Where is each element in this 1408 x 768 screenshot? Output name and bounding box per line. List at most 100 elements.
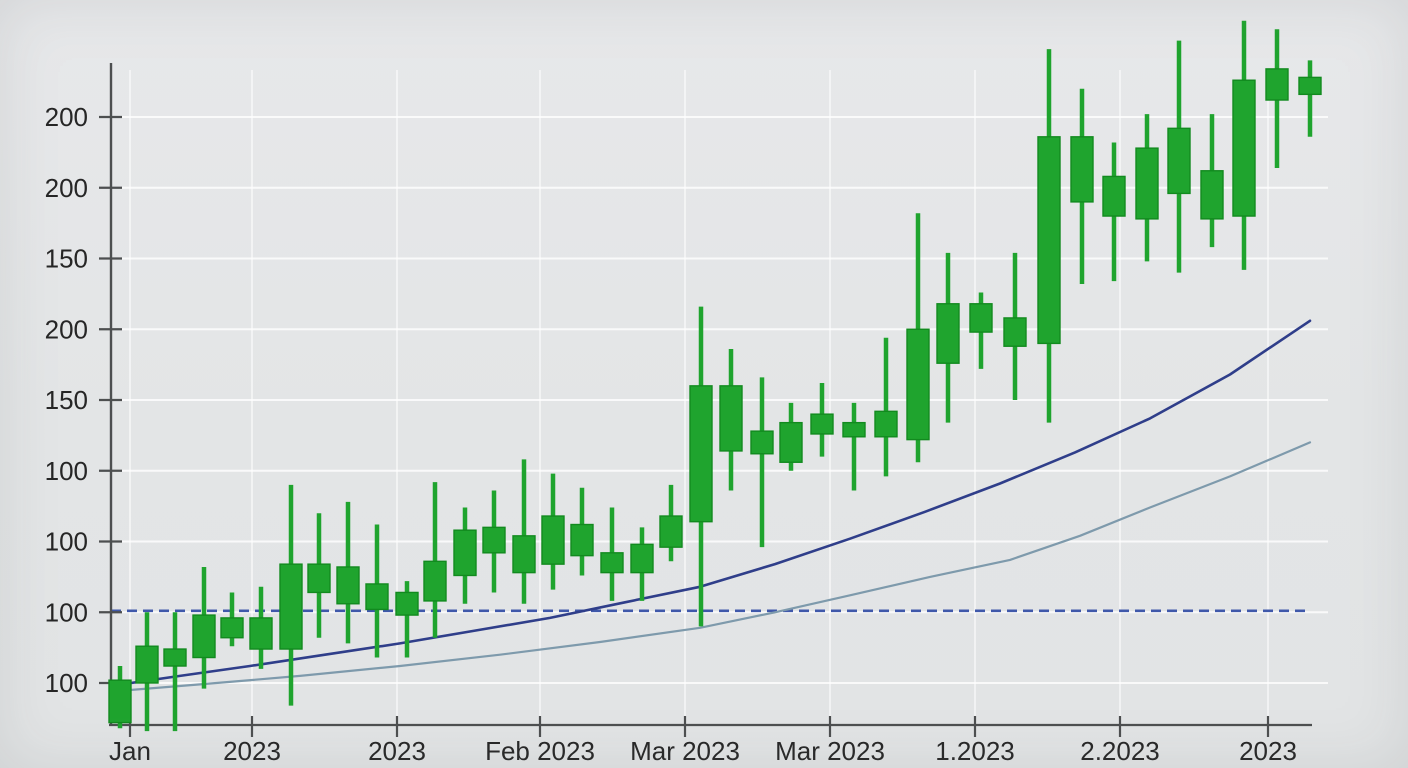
- candle-body: [1070, 136, 1094, 203]
- candle: [453, 507, 477, 604]
- candle: [659, 484, 683, 562]
- axis-labels: 200 200 150 200 150 100 100 100 100 Jan 2023 2023 Fe…: [45, 102, 1297, 766]
- candle-body: [1037, 136, 1061, 345]
- candle-body: [512, 535, 536, 574]
- candle: [719, 349, 743, 491]
- candle-body: [365, 583, 389, 611]
- candle-body: [1167, 127, 1191, 195]
- x-tick-label: Mar 2023: [775, 736, 885, 766]
- candle-body: [1003, 317, 1027, 347]
- y-tick-label: 200: [45, 314, 88, 344]
- candle: [1298, 60, 1322, 137]
- candle-body: [1265, 68, 1289, 101]
- candle-body: [750, 430, 774, 455]
- candle-body: [395, 591, 419, 616]
- candle: [279, 484, 303, 706]
- candle: [1003, 252, 1027, 400]
- candle: [365, 524, 389, 658]
- x-tick-label: Mar 2023: [630, 736, 740, 766]
- x-tick-label: 2023: [1239, 736, 1297, 766]
- x-tick-label: 2023: [368, 736, 426, 766]
- y-tick-label: 150: [45, 244, 88, 274]
- candle: [600, 507, 624, 601]
- y-tick-label: 100: [45, 597, 88, 627]
- candle-body: [1102, 175, 1126, 217]
- candle: [874, 337, 898, 477]
- candle-body: [482, 526, 506, 554]
- candle-body: [220, 617, 244, 639]
- x-tick-label: Jan: [109, 736, 151, 766]
- candle: [1200, 114, 1224, 248]
- candle-body: [689, 385, 713, 523]
- y-tick-label: 200: [45, 102, 88, 132]
- candle-body: [108, 679, 132, 724]
- candle-body: [719, 385, 743, 452]
- candle-body: [307, 563, 331, 594]
- x-tick-label: 2.2023: [1080, 736, 1160, 766]
- candle: [135, 612, 159, 732]
- candle: [423, 482, 447, 638]
- candle: [163, 612, 187, 732]
- candle-body: [936, 303, 960, 364]
- candle-body: [570, 523, 594, 557]
- x-tick-label: Feb 2023: [485, 736, 595, 766]
- candle: [1102, 142, 1126, 282]
- candle-body: [423, 560, 447, 602]
- candle-body: [135, 645, 159, 684]
- y-tick-label: 100: [45, 527, 88, 557]
- candle-body: [1135, 147, 1159, 220]
- candle: [220, 592, 244, 647]
- candle: [689, 306, 713, 627]
- candle-body: [1298, 76, 1322, 96]
- candle: [1167, 40, 1191, 273]
- candle: [750, 377, 774, 548]
- candle: [570, 487, 594, 576]
- candle-body: [453, 529, 477, 577]
- candle: [810, 383, 834, 457]
- candle-body: [630, 543, 654, 574]
- candle-body: [600, 552, 624, 574]
- candle-body: [779, 421, 803, 463]
- axes: [99, 63, 1312, 737]
- candle-body: [1232, 79, 1256, 217]
- candle: [512, 459, 536, 604]
- candle-body: [541, 515, 565, 565]
- candle-body: [163, 648, 187, 667]
- candle: [192, 566, 216, 689]
- y-tick-label: 200: [45, 173, 88, 203]
- candle-body: [659, 515, 683, 548]
- moving-average-light: [109, 441, 1312, 693]
- candle: [842, 402, 866, 491]
- candle-body: [249, 617, 273, 650]
- candles-group: [108, 20, 1322, 732]
- candle-body: [1200, 170, 1224, 220]
- y-tick-label: 100: [45, 456, 88, 486]
- candle: [307, 513, 331, 638]
- candle-body: [842, 421, 866, 438]
- candle-body: [279, 563, 303, 650]
- x-tick-label: 2023: [223, 736, 281, 766]
- candle: [541, 473, 565, 590]
- candle: [1037, 49, 1061, 423]
- x-tick-label: 1.2023: [935, 736, 1015, 766]
- candle: [630, 527, 654, 601]
- candle: [906, 213, 930, 463]
- candle-body: [192, 614, 216, 659]
- candle-body: [874, 410, 898, 438]
- candle: [1265, 29, 1289, 168]
- candle: [779, 402, 803, 471]
- candle: [1070, 88, 1094, 284]
- candle: [482, 490, 506, 593]
- candle: [1135, 114, 1159, 262]
- candle-body: [336, 566, 360, 605]
- candle-body: [906, 328, 930, 441]
- y-tick-label: 100: [45, 668, 88, 698]
- candle-body: [810, 413, 834, 435]
- candle: [336, 501, 360, 644]
- candle: [1232, 20, 1256, 270]
- candle: [108, 666, 132, 729]
- candle: [969, 292, 993, 369]
- candle-body: [969, 303, 993, 333]
